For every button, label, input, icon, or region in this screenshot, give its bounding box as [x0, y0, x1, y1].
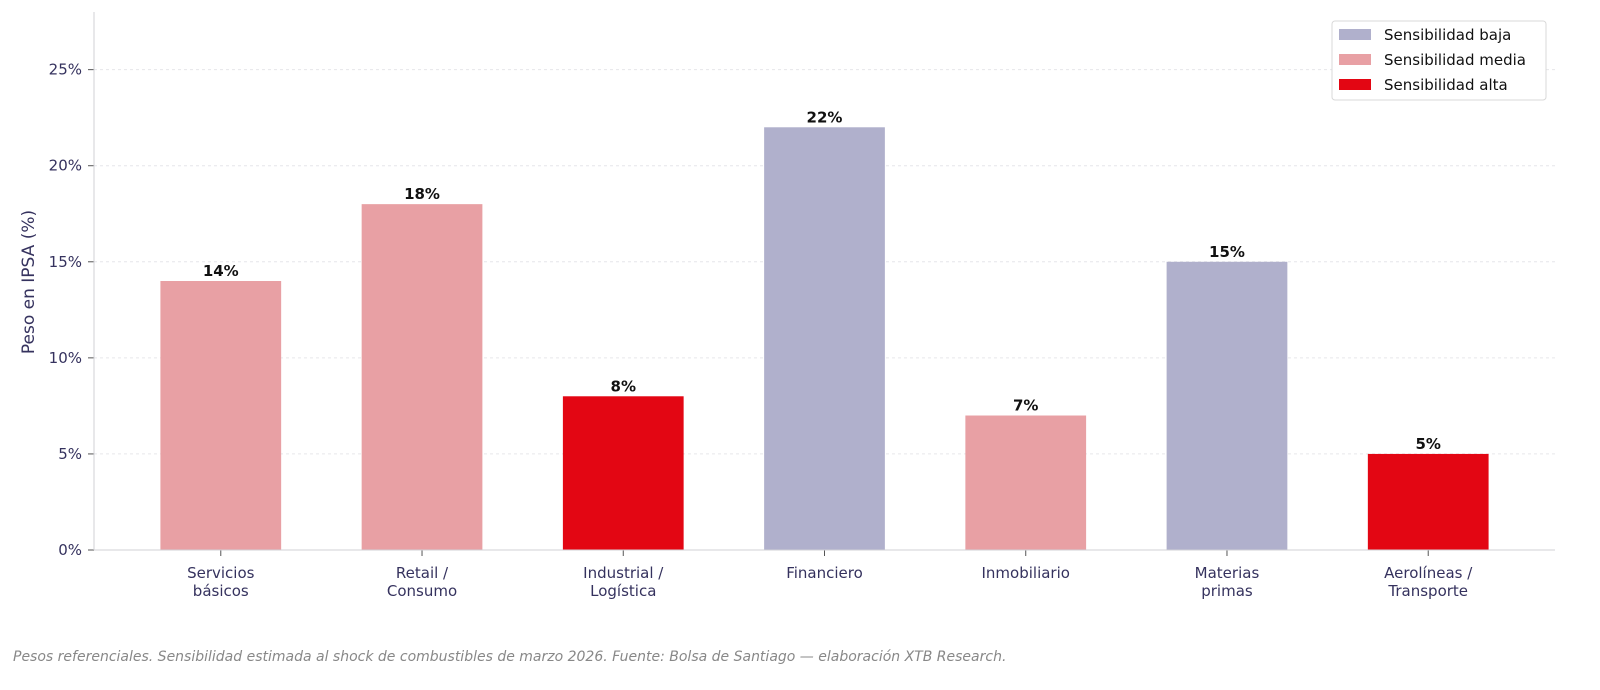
y-tick-label: 20% [49, 157, 82, 175]
bar [764, 127, 885, 551]
y-tick-label: 15% [49, 253, 82, 271]
data-label: 18% [404, 185, 440, 203]
x-tick-label-line: Aerolíneas / [1384, 564, 1473, 582]
x-tick-label: Materias primas [1195, 564, 1260, 600]
x-tick-label: Inmobiliario [982, 564, 1070, 582]
x-tick-label: Financiero [786, 564, 863, 582]
axes: 0% 5% 10% 15% 20% 25% Servicios básicos Retail /… [49, 12, 1555, 600]
x-tick-label: Aerolíneas / Transporte [1384, 564, 1473, 600]
bar [361, 204, 483, 550]
x-tick-label: Industrial / Logística [583, 564, 664, 600]
legend-swatch [1339, 29, 1371, 40]
y-tick-label: 0% [58, 541, 82, 559]
y-axis-label: Peso en IPSA (%) [19, 210, 39, 354]
x-tick-label-line: Materias [1195, 564, 1260, 582]
x-tick-label-line: Industrial / [583, 564, 664, 582]
bar [160, 281, 282, 550]
y-tick-label: 25% [49, 61, 82, 79]
x-tick-label-line: Financiero [786, 564, 863, 582]
data-label: 14% [203, 262, 239, 280]
legend-swatch [1339, 54, 1371, 65]
x-tick-label-line: Transporte [1387, 582, 1468, 600]
bar [965, 415, 1087, 550]
data-label: 8% [611, 377, 636, 395]
y-tick-label: 5% [58, 445, 82, 463]
x-tick-label-line: Logística [590, 582, 656, 600]
x-tick-label-line: básicos [193, 582, 249, 600]
bars: 14% 18% 8% 22% 7% 15% 5% [160, 108, 1489, 551]
legend-box [1331, 20, 1547, 101]
footnote: Pesos referenciales. Sensibilidad estima… [13, 649, 1006, 665]
x-tick-label-line: Inmobiliario [982, 564, 1070, 582]
bar [562, 396, 684, 550]
x-tick-label-line: Consumo [387, 582, 457, 600]
x-tick-label-line: Servicios [187, 564, 255, 582]
x-tick-label-line: primas [1201, 582, 1253, 600]
data-label: 5% [1415, 435, 1440, 453]
data-label: 22% [807, 108, 843, 126]
data-label: 7% [1013, 397, 1038, 415]
x-tick-label: Servicios básicos [187, 564, 255, 600]
data-label: 15% [1209, 243, 1245, 261]
legend-label: Sensibilidad media [1384, 51, 1526, 69]
legend-label: Sensibilidad baja [1384, 26, 1511, 44]
y-tick-label: 10% [49, 349, 82, 367]
x-tick-label-line: Retail / [396, 564, 449, 582]
legend-swatch [1339, 79, 1371, 90]
legend-label: Sensibilidad alta [1384, 76, 1508, 94]
bar [1166, 261, 1288, 550]
legend: Sensibilidad baja Sensibilidad media Sensi… [1331, 20, 1547, 101]
bar [1367, 453, 1489, 550]
x-tick-label: Retail / Consumo [387, 564, 457, 600]
